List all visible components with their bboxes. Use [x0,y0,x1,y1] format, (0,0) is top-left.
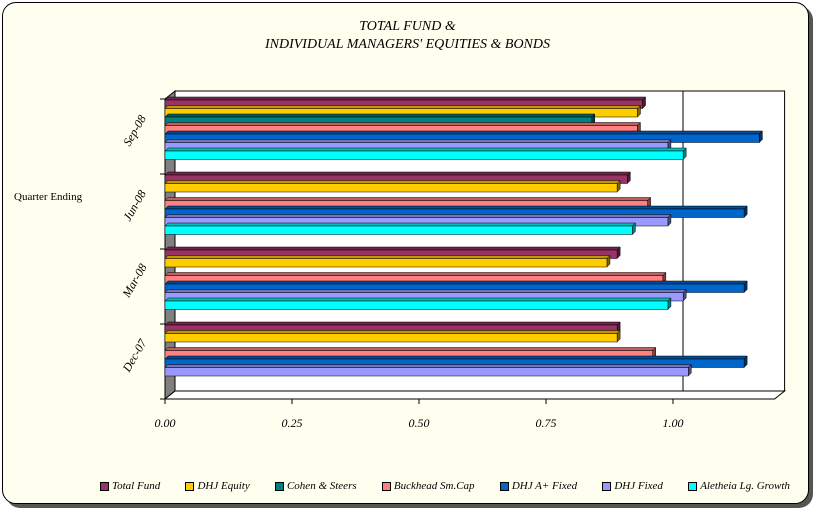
bar-top [164,347,657,351]
legend-item: DHJ Fixed [602,480,663,492]
x-tick-label: 1.00 [663,416,684,430]
bar-top [164,139,672,143]
legend-label: Aletheia Lg. Growth [700,480,790,492]
bar-top [164,272,667,276]
y-tick-label: Mar-08 [119,261,150,300]
legend-swatch [381,481,391,491]
legend-item: Cohen & Steers [274,480,357,492]
bar [164,225,633,235]
legend-item: DHJ A+ Fixed [499,480,578,492]
bar [164,183,618,193]
bar-top [164,355,748,360]
legend-item: Aletheia Lg. Growth [688,480,790,492]
bar [164,258,608,268]
x-tick-label: 0.50 [409,416,430,430]
legend-label: DHJ Fixed [614,480,663,492]
chart-title-line-2: INDIVIDUAL MANAGERS' EQUITIES & BONDS [264,37,551,52]
y-tick-label: Dec-07 [119,336,150,375]
bar-top [164,297,672,302]
legend-label: Total Fund [112,480,161,492]
bar-top [164,197,652,201]
y-tick-label: Sep-08 [120,113,149,149]
legend-item: Total Fund [100,480,160,492]
bar-top [164,180,621,184]
legend: Total Fund DHJ Equity Cohen & Steers Buckhe… [100,480,790,492]
bar-top [164,96,647,101]
legend-swatch [688,481,698,491]
legend-swatch [499,481,509,491]
bar-top [164,255,611,259]
legend-item: Buckhead Sm.Cap [381,480,475,492]
chart-title-line-1: TOTAL FUND & [359,19,456,34]
legend-label: DHJ Equity [197,480,250,492]
bar-top [164,280,748,285]
bar-top [164,321,621,326]
bar-top [164,214,672,218]
bar [164,150,684,160]
bar [164,300,669,310]
bar [164,333,618,343]
bar-top [164,222,636,227]
legend-label: Cohen & Steers [286,480,357,492]
bar-top [164,289,687,293]
bar [164,367,689,377]
legend-swatch [274,481,284,491]
legend-label: DHJ A+ Fixed [511,480,578,492]
bar-top [164,147,687,152]
y-tick-label: Jun-08 [120,188,149,224]
bar-top [164,130,763,135]
chart-title: TOTAL FUND & INDIVIDUAL MANAGERS' EQUITI… [0,18,815,54]
plot-floor [163,390,787,400]
legend-item: DHJ Equity [185,480,250,492]
x-tick-label: 0.00 [155,416,176,430]
x-tick-label: 0.75 [536,416,557,430]
bar-top [164,205,748,210]
bar-top [164,171,631,176]
bar-top [164,105,642,109]
legend-swatch [185,481,195,491]
legend-swatch [602,481,612,491]
bar-top [164,246,621,251]
bar-top [164,330,621,334]
bar-top [164,364,692,368]
y-axis-title: Quarter Ending [14,191,83,203]
legend-label: Buckhead Sm.Cap [393,480,475,492]
bar-top [164,122,642,126]
legend-swatch [100,481,109,491]
x-tick-label: 0.25 [282,416,303,430]
bar-top [164,113,596,118]
